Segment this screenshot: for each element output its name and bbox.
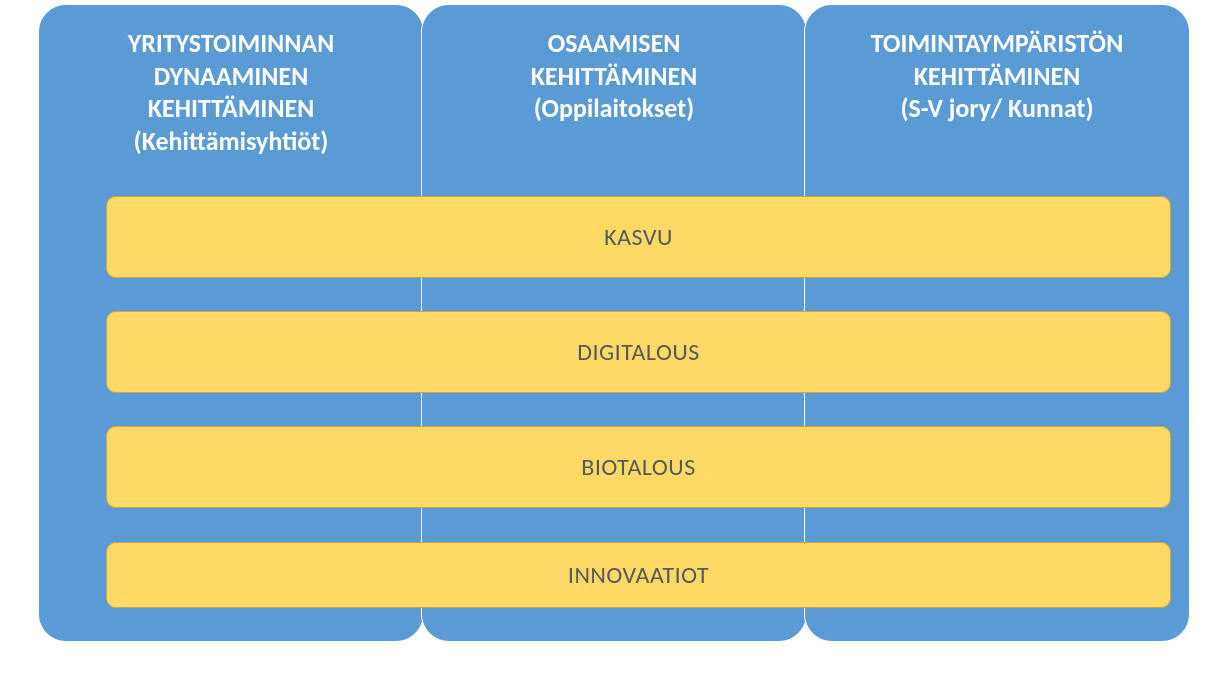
col3-line1: TOIMINTAYMPÄRISTÖN <box>815 27 1179 60</box>
row-biotalous-label: BIOTALOUS <box>581 453 695 482</box>
col2-line2: KEHITTÄMINEN <box>432 60 796 93</box>
row-digitalous: DIGITALOUS <box>106 311 1171 393</box>
col2-line3: (Oppilaitokset) <box>432 92 796 125</box>
col3-line3: (S-V jory/ Kunnat) <box>815 92 1179 125</box>
matrix-diagram: YRITYSTOIMINNAN DYNAAMINEN KEHITTÄMINEN … <box>38 4 1190 642</box>
col1-line3: KEHITTÄMINEN <box>49 92 413 125</box>
col1-line2: DYNAAMINEN <box>49 60 413 93</box>
row-digitalous-label: DIGITALOUS <box>577 338 700 367</box>
column-3-header: TOIMINTAYMPÄRISTÖN KEHITTÄMINEN (S-V jor… <box>805 27 1189 125</box>
col2-line1: OSAAMISEN <box>432 27 796 60</box>
row-biotalous: BIOTALOUS <box>106 426 1171 508</box>
col1-line1: YRITYSTOIMINNAN <box>49 27 413 60</box>
row-innovaatiot-label: INNOVAATIOT <box>568 561 709 590</box>
row-innovaatiot: INNOVAATIOT <box>106 542 1171 608</box>
row-kasvu-label: KASVU <box>604 223 673 252</box>
col1-line4: (Kehittämisyhtiöt) <box>49 125 413 158</box>
column-1-header: YRITYSTOIMINNAN DYNAAMINEN KEHITTÄMINEN … <box>39 27 423 157</box>
row-kasvu: KASVU <box>106 196 1171 278</box>
col3-line2: KEHITTÄMINEN <box>815 60 1179 93</box>
column-2-header: OSAAMISEN KEHITTÄMINEN (Oppilaitokset) <box>422 27 806 125</box>
